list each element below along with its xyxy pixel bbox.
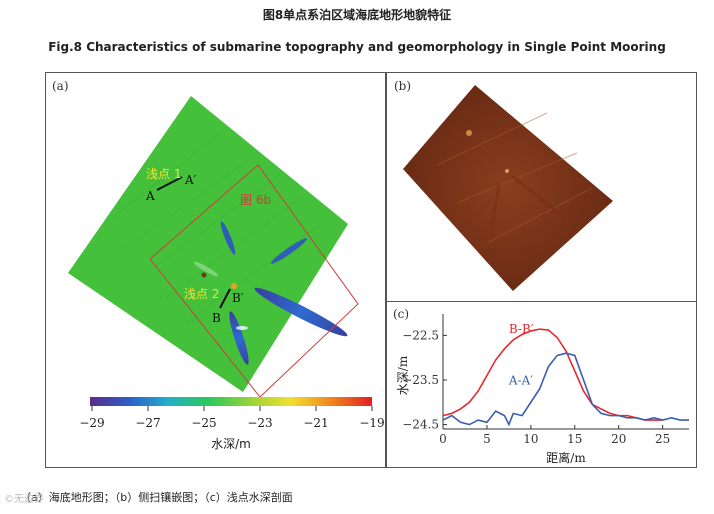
sidescan-mosaic — [403, 85, 613, 291]
y-tick-label: −22.5 — [402, 328, 439, 342]
series-line-bb — [442, 328, 663, 421]
watermark: ©无边界 — [4, 494, 44, 505]
x-tick-label: 15 — [567, 432, 582, 446]
series-line-aa — [442, 352, 689, 427]
bathymetry-map — [68, 96, 373, 411]
series-label-bb: B-B′ — [509, 322, 534, 336]
panel-c-label: (c) — [393, 307, 410, 321]
depth-profile-chart: 0 5 10 15 20 25 −22.5 −23.5 −24.5 距离/m 水深/m B-B′ A-A… — [396, 314, 689, 465]
figure-title-cn: 图8单点系泊区域海底地形地貌特征 — [262, 8, 452, 22]
colorbar-tick-label: −25 — [191, 416, 217, 430]
colorbar-tick-label: −21 — [303, 416, 329, 430]
x-tick-label: 20 — [611, 432, 626, 446]
label-shoal-1: 浅点 1 — [146, 167, 182, 181]
panel-a: (a) — [45, 72, 386, 468]
scour-trough-long — [254, 287, 348, 337]
x-axis-label: 距离/m — [546, 450, 586, 465]
label-A-prime: A′ — [185, 173, 197, 187]
panel-b-label: (b) — [394, 79, 412, 93]
fig6b-outline — [149, 164, 359, 398]
colorbar-label: 水深/m — [211, 437, 251, 451]
colorbar-ticks — [91, 406, 373, 411]
scour-trough-north — [220, 221, 236, 255]
label-A: A — [146, 189, 155, 203]
label-shoal-2: 浅点 2 — [184, 287, 220, 301]
x-tick-label: 5 — [483, 432, 491, 446]
y-tick-label: −24.5 — [402, 418, 439, 432]
figure-title-en: Fig.8 Characteristics of submarine topog… — [48, 40, 666, 54]
survey-area — [68, 96, 348, 392]
figure-caption: （a）海底地形图；（b）侧扫镶嵌图；（c）浅点水深剖面 — [20, 491, 293, 504]
profile-line-aa — [156, 176, 183, 191]
label-B: B — [212, 311, 221, 325]
x-tick-label: 10 — [523, 432, 538, 446]
panel-c: (c) 0 5 10 15 20 25 −22.5 −23.5 −24.5 距离/m 水深/m B-B… — [386, 301, 697, 468]
scour-trough-east — [270, 238, 308, 264]
label-fig6b: 图 6b — [240, 193, 272, 207]
series-label-aa: A-A′ — [508, 373, 533, 387]
y-tick-label: −23.5 — [402, 373, 439, 387]
colorbar-tick-label: −27 — [135, 416, 161, 430]
panel-a-label: (a) — [52, 79, 69, 93]
colorbar-tick-label: −29 — [79, 416, 105, 430]
label-B-prime: B′ — [232, 291, 244, 305]
colorbar-tick-label: −23 — [247, 416, 273, 430]
x-tick-label: 0 — [439, 432, 447, 446]
colorbar — [90, 397, 372, 406]
profile-line-bb — [219, 288, 231, 309]
x-tick-label: 25 — [655, 432, 670, 446]
scour-trough-south — [229, 311, 249, 365]
panel-b: (b) — [386, 72, 697, 302]
y-axis-label: 水深/m — [396, 355, 410, 395]
colorbar-tick-label: −19 — [359, 416, 385, 430]
